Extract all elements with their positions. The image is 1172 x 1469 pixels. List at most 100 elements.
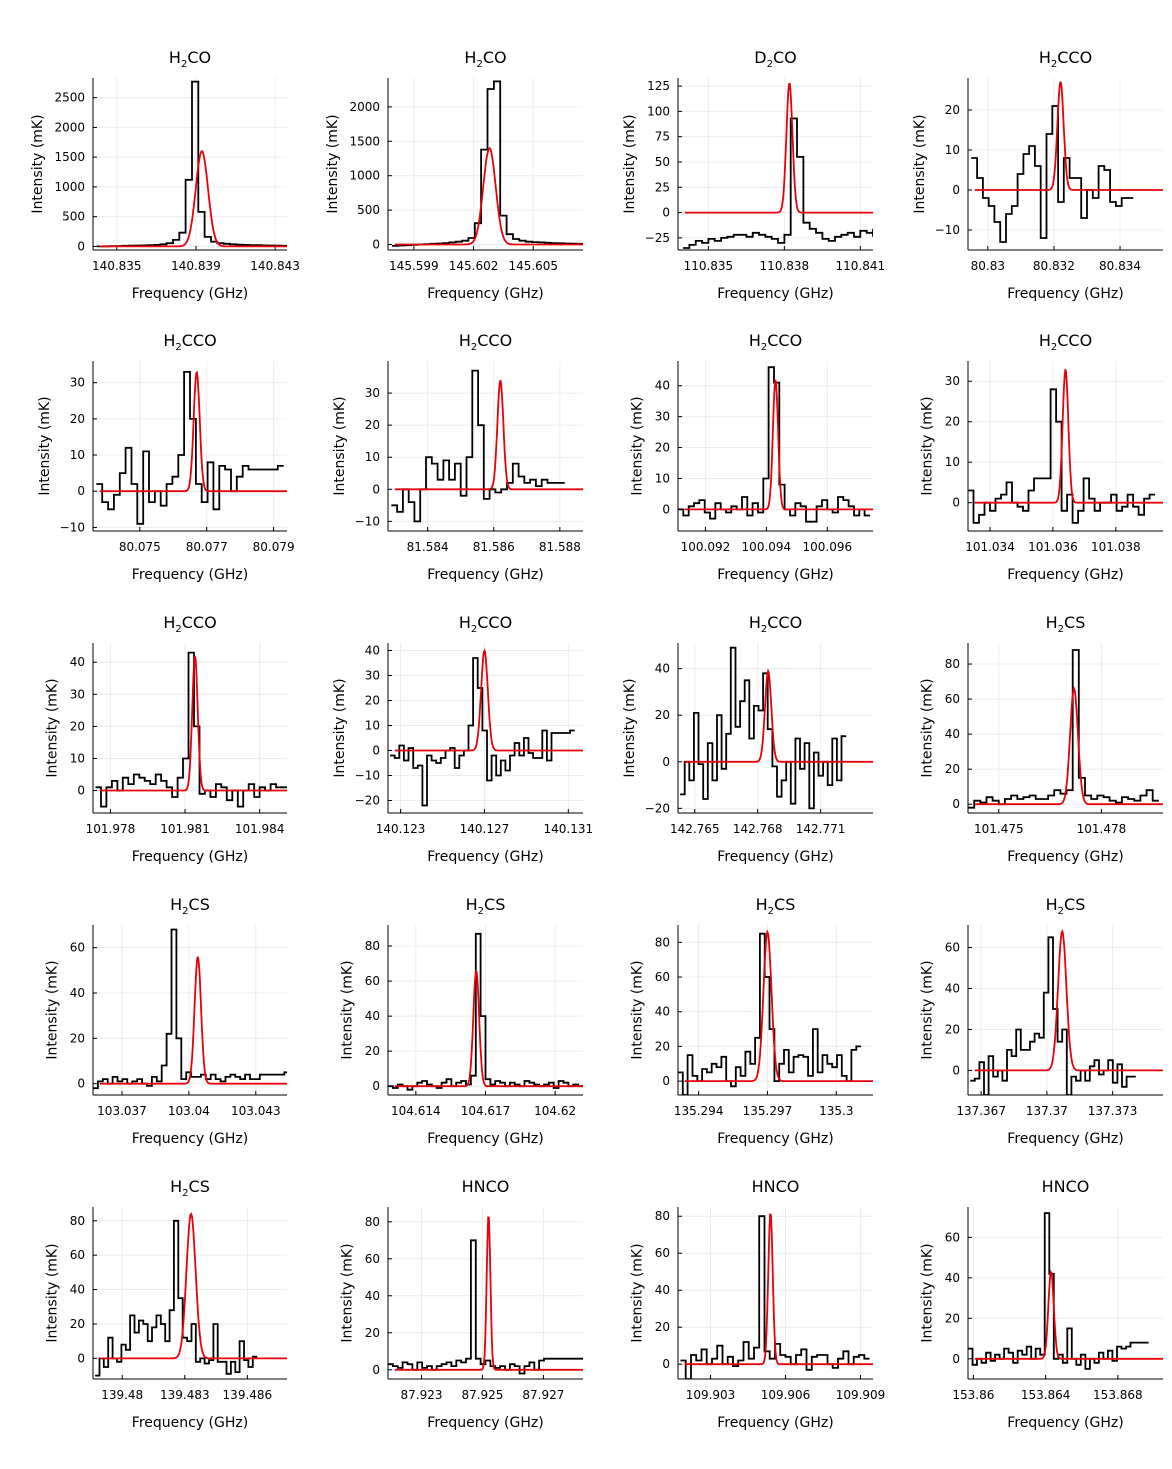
y-axis-label: Intensity (mK): [629, 1243, 645, 1342]
gaussian-fit-line: [394, 147, 583, 246]
y-tick-label: 0: [952, 183, 960, 197]
y-tick-label: 40: [70, 986, 85, 1000]
chart-panel-17: 139.48 139.483 139.486 0 20 40 60 80 H2CS Frequen…: [44, 1177, 287, 1431]
gaussian-fit-line: [99, 655, 287, 792]
plot-area: [678, 929, 873, 1095]
title-subscript: 2: [1058, 906, 1064, 917]
title-subscript: 2: [181, 59, 187, 70]
gaussian-fit-line: [99, 1212, 287, 1360]
observed-spectrum-line: [392, 80, 583, 247]
y-tick-label: 40: [945, 981, 960, 995]
title-text: H: [1046, 895, 1058, 914]
y-tick-label: 40: [945, 727, 960, 741]
title-text: CCO: [477, 331, 512, 350]
title-text: CS: [1064, 895, 1085, 914]
y-tick-label: 20: [945, 762, 960, 776]
y-tick-label: 0: [952, 797, 960, 811]
chart-panel-18: 87.923 87.925 87.927 0 20 40 60 80 HNCO Frequency…: [339, 1177, 583, 1431]
title-subscript: 2: [1058, 624, 1064, 635]
x-axis-label: Frequency (GHz): [427, 1131, 543, 1147]
plot-area: [678, 366, 873, 523]
x-tick-label: 139.486: [223, 1388, 273, 1402]
x-axis-label: Frequency (GHz): [427, 567, 543, 583]
y-tick-label: 60: [70, 941, 85, 955]
title-text: CCO: [182, 613, 217, 632]
y-tick-label: 20: [945, 1022, 960, 1036]
y-tick-label: 10: [365, 719, 380, 733]
y-axis-label: Intensity (mK): [332, 396, 348, 495]
plot-area: [971, 81, 1163, 243]
x-axis-label: Frequency (GHz): [717, 286, 833, 302]
y-axis-label: Intensity (mK): [919, 960, 935, 1059]
y-tick-label: 40: [365, 1009, 380, 1023]
title-text: CO: [773, 48, 797, 67]
y-axis-label: Intensity (mK): [919, 678, 935, 777]
title-subscript: 2: [182, 1188, 188, 1199]
y-axis-label: Intensity (mK): [30, 114, 46, 213]
y-tick-label: 20: [70, 412, 85, 426]
gaussian-fit-line: [974, 1269, 1163, 1360]
title-subscript: 2: [768, 906, 774, 917]
y-tick-label: 40: [655, 662, 670, 676]
plot-area: [968, 369, 1163, 524]
x-axis-label: Frequency (GHz): [1007, 849, 1123, 865]
plot-area: [388, 932, 583, 1091]
x-tick-label: 104.617: [461, 1104, 511, 1118]
chart-title: H2CO: [464, 48, 506, 70]
title-subscript: 2: [1051, 342, 1057, 353]
chart-panel-1: 140.835 140.839 140.843 0 500 1000 1500 2000 250…: [30, 48, 300, 302]
gaussian-fit-line: [394, 380, 583, 491]
y-tick-label: 1500: [349, 134, 380, 148]
y-tick-label: 60: [365, 1252, 380, 1266]
chart-title: H2CS: [756, 895, 796, 917]
x-tick-label: 140.127: [460, 822, 510, 836]
chart-panel-7: 100.092 100.094 100.096 0 10 20 30 40 H2CCO Frequ…: [629, 331, 873, 583]
observed-spectrum-line: [388, 932, 583, 1091]
title-text: CO: [187, 48, 211, 67]
y-tick-label: 100: [647, 104, 670, 118]
y-tick-label: 1000: [54, 180, 85, 194]
title-text: CS: [189, 1177, 210, 1196]
y-tick-label: 500: [62, 210, 85, 224]
chart-title: HNCO: [462, 1177, 510, 1196]
observed-spectrum-line: [968, 1212, 1149, 1370]
y-axis-label: Intensity (mK): [44, 960, 60, 1059]
x-tick-label: 139.48: [101, 1388, 143, 1402]
gaussian-fit-line: [974, 369, 1163, 504]
title-text: CS: [189, 895, 210, 914]
x-tick-label: 100.094: [742, 540, 792, 554]
y-tick-label: 40: [655, 1005, 670, 1019]
y-axis-label: Intensity (mK): [622, 678, 638, 777]
gaussian-fit-line: [99, 370, 287, 493]
title-text: CS: [484, 895, 505, 914]
y-tick-label: 10: [945, 455, 960, 469]
y-tick-label: 0: [662, 1074, 670, 1088]
observed-spectrum-line: [683, 117, 873, 249]
title-subscript: 2: [175, 342, 181, 353]
y-tick-label: 0: [77, 239, 85, 253]
plot-area: [968, 1212, 1163, 1370]
gaussian-fit-line: [974, 929, 1163, 1072]
x-tick-label: 101.475: [974, 822, 1024, 836]
gaussian-fit-line: [99, 956, 287, 1085]
y-tick-label: 80: [365, 939, 380, 953]
y-tick-label: 30: [70, 687, 85, 701]
title-subscript: 2: [476, 59, 482, 70]
x-tick-label: 153.86: [952, 1388, 994, 1402]
x-tick-label: 81.588: [539, 540, 581, 554]
x-tick-label: 140.835: [92, 259, 142, 273]
x-tick-label: 110.841: [836, 259, 886, 273]
x-tick-label: 104.62: [534, 1104, 576, 1118]
x-tick-label: 145.599: [389, 259, 439, 273]
chart-panel-6: 81.584 81.586 81.588 −10 0 10 20 30 H2CCO Frequen…: [332, 331, 583, 583]
x-tick-label: 81.584: [407, 540, 449, 554]
x-tick-label: 135.3: [819, 1104, 853, 1118]
x-tick-label: 100.092: [681, 540, 731, 554]
x-tick-label: 142.765: [670, 822, 720, 836]
x-tick-label: 109.903: [686, 1388, 736, 1402]
title-subscript: 2: [1051, 59, 1057, 70]
title-text: H: [756, 895, 768, 914]
chart-title: H2CCO: [163, 613, 216, 635]
title-text: H: [163, 613, 175, 632]
